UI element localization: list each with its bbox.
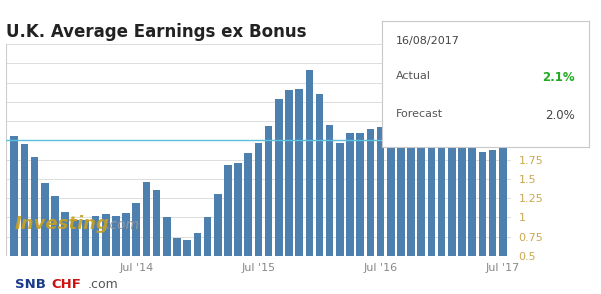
Text: .com: .com — [105, 218, 139, 232]
Bar — [142, 182, 150, 294]
Bar — [387, 127, 395, 294]
Bar — [458, 123, 466, 294]
Bar — [316, 94, 323, 294]
Bar — [255, 143, 262, 294]
Bar — [153, 190, 160, 294]
Bar — [295, 89, 303, 294]
Bar — [31, 157, 38, 294]
Text: 2.0%: 2.0% — [545, 109, 575, 122]
Text: CHF: CHF — [51, 278, 81, 291]
Text: 2.1%: 2.1% — [542, 71, 575, 84]
Bar — [82, 220, 89, 294]
Text: 16/08/2017: 16/08/2017 — [396, 36, 460, 46]
Bar — [122, 213, 130, 294]
Bar — [265, 126, 272, 294]
Bar — [214, 194, 222, 294]
Text: U.K. Average Earnings ex Bonus: U.K. Average Earnings ex Bonus — [6, 23, 307, 41]
Bar — [183, 240, 191, 294]
Bar — [72, 220, 79, 294]
Bar — [234, 163, 242, 294]
Bar — [173, 238, 181, 294]
Bar — [275, 99, 282, 294]
Bar — [499, 139, 507, 294]
Bar — [204, 216, 212, 294]
Bar — [336, 143, 344, 294]
Bar — [92, 216, 99, 294]
Bar — [163, 217, 171, 294]
Bar — [468, 126, 476, 294]
Text: Investing: Investing — [15, 215, 110, 233]
Bar — [102, 214, 109, 294]
Bar — [285, 90, 293, 294]
Bar — [10, 136, 18, 294]
Bar — [20, 144, 28, 294]
Text: Actual: Actual — [396, 71, 431, 81]
Text: SNB: SNB — [15, 278, 46, 291]
Bar — [305, 70, 313, 294]
Bar — [224, 165, 232, 294]
Bar — [356, 133, 364, 294]
Bar — [407, 133, 415, 294]
Bar — [377, 127, 385, 294]
Bar — [478, 152, 486, 294]
Bar — [346, 133, 354, 294]
Bar — [489, 150, 496, 294]
Bar — [438, 125, 445, 294]
Bar — [448, 123, 456, 294]
Bar — [367, 129, 374, 294]
Text: .com: .com — [87, 278, 118, 291]
Bar — [397, 128, 404, 294]
Bar — [112, 216, 120, 294]
Bar — [418, 131, 425, 294]
Bar — [428, 130, 435, 294]
Bar — [326, 125, 334, 294]
Bar — [61, 212, 69, 294]
Bar — [132, 203, 140, 294]
Bar — [41, 183, 49, 294]
Bar — [245, 153, 252, 294]
Bar — [194, 233, 201, 294]
Bar — [51, 196, 59, 294]
Text: Forecast: Forecast — [396, 109, 444, 119]
